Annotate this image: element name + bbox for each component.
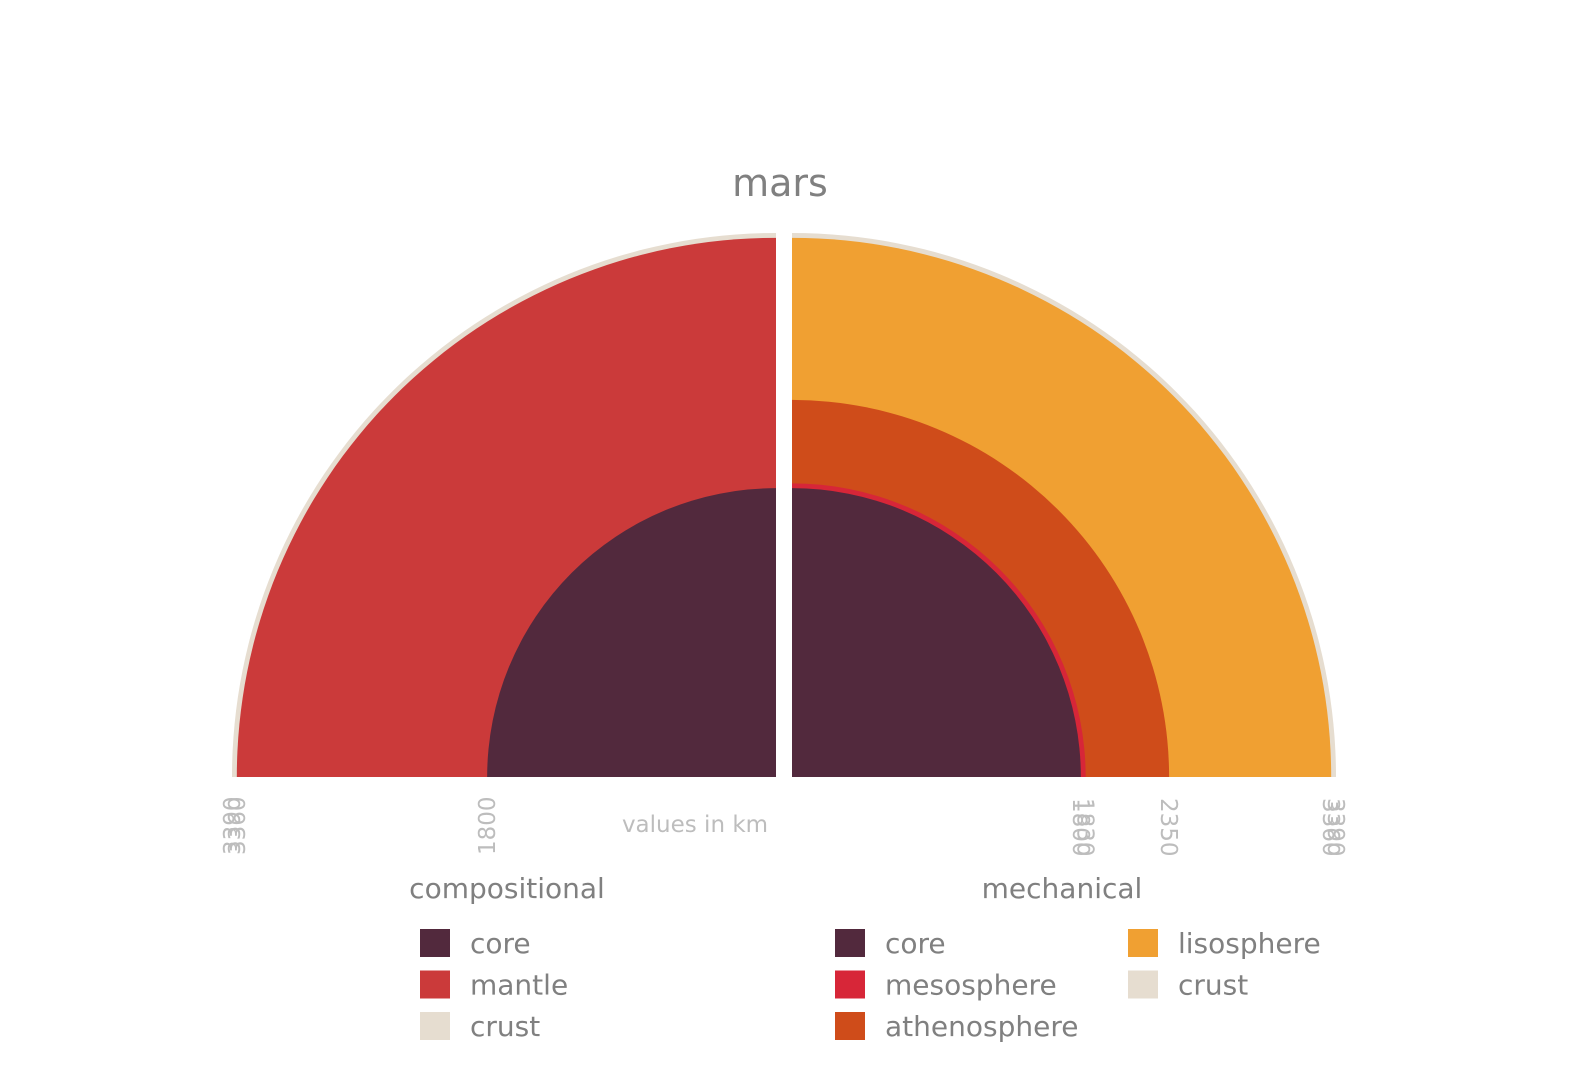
mechanical-legend-label-mesosphere: mesosphere xyxy=(885,969,1057,1002)
legend-title-mechanical: mechanical xyxy=(982,872,1143,905)
mechanical-legend-label-crust: crust xyxy=(1178,969,1248,1002)
mechanical-legend-swatch-athenosphere xyxy=(835,1012,865,1040)
compositional-tick-1800: 1800 xyxy=(475,796,501,855)
mechanical-legend-swatch-crust xyxy=(1128,970,1158,999)
mechanical-tick-3360: 3360 xyxy=(1317,798,1343,857)
mechanical-tick-3390: 3390 xyxy=(1322,798,1348,857)
compositional-tick-3390: 3390 xyxy=(220,796,246,855)
compositional-legend-swatch-core xyxy=(420,929,450,957)
mechanical-tick-2350: 2350 xyxy=(1155,798,1181,857)
compositional-core-arc xyxy=(487,488,776,777)
mechanical-legend-swatch-core xyxy=(835,929,865,957)
mechanical-legend-label-core: core xyxy=(885,927,946,960)
chart-title: mars xyxy=(732,161,828,205)
legends: core mantle crust core mesosphere athenospher… xyxy=(420,927,1321,1043)
layer-arcs xyxy=(232,233,1336,778)
mechanical-legend-label-lisosphere: lisosphere xyxy=(1178,927,1321,960)
mechanical-tick-1830: 1830 xyxy=(1072,798,1098,857)
mechanical-tick-1800: 1800 xyxy=(1067,798,1093,857)
unit-note: values in km xyxy=(622,812,768,838)
compositional-legend-swatch-mantle xyxy=(420,970,450,999)
compositional-tick-3360: 3360 xyxy=(225,796,251,855)
compositional-legend-label-core: core xyxy=(470,927,531,960)
mechanical-legend-swatch-mesosphere xyxy=(835,970,865,999)
compositional-legend-swatch-crust xyxy=(420,1012,450,1040)
legend-title-compositional: compositional xyxy=(409,872,605,905)
compositional-legend-label-crust: crust xyxy=(470,1010,540,1043)
mechanical-legend-swatch-lisosphere xyxy=(1128,929,1158,957)
compositional-legend-label-mantle: mantle xyxy=(470,969,568,1002)
mechanical-core-arc xyxy=(792,488,1081,777)
mechanical-legend-label-athenosphere: athenosphere xyxy=(885,1010,1078,1043)
